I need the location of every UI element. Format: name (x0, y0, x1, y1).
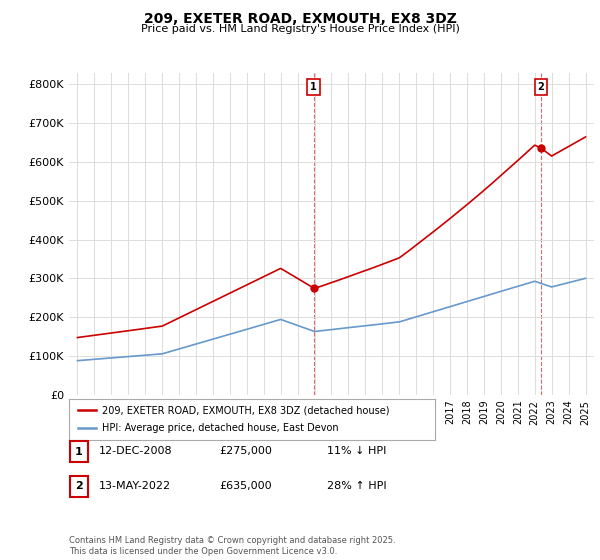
Text: 209, EXETER ROAD, EXMOUTH, EX8 3DZ (detached house): 209, EXETER ROAD, EXMOUTH, EX8 3DZ (deta… (102, 405, 389, 415)
FancyBboxPatch shape (70, 475, 88, 497)
Text: Contains HM Land Registry data © Crown copyright and database right 2025.
This d: Contains HM Land Registry data © Crown c… (69, 536, 395, 556)
Text: 28% ↑ HPI: 28% ↑ HPI (327, 481, 386, 491)
Text: HPI: Average price, detached house, East Devon: HPI: Average price, detached house, East… (102, 423, 338, 433)
Text: 11% ↓ HPI: 11% ↓ HPI (327, 446, 386, 456)
Text: £635,000: £635,000 (219, 481, 272, 491)
Text: £275,000: £275,000 (219, 446, 272, 456)
Text: 209, EXETER ROAD, EXMOUTH, EX8 3DZ: 209, EXETER ROAD, EXMOUTH, EX8 3DZ (143, 12, 457, 26)
Text: 1: 1 (75, 447, 83, 456)
FancyBboxPatch shape (70, 441, 88, 463)
Text: 13-MAY-2022: 13-MAY-2022 (99, 481, 171, 491)
Text: 2: 2 (538, 82, 544, 92)
Text: 2: 2 (75, 482, 83, 491)
Text: Price paid vs. HM Land Registry's House Price Index (HPI): Price paid vs. HM Land Registry's House … (140, 24, 460, 34)
Text: 12-DEC-2008: 12-DEC-2008 (99, 446, 173, 456)
Text: 1: 1 (310, 82, 317, 92)
